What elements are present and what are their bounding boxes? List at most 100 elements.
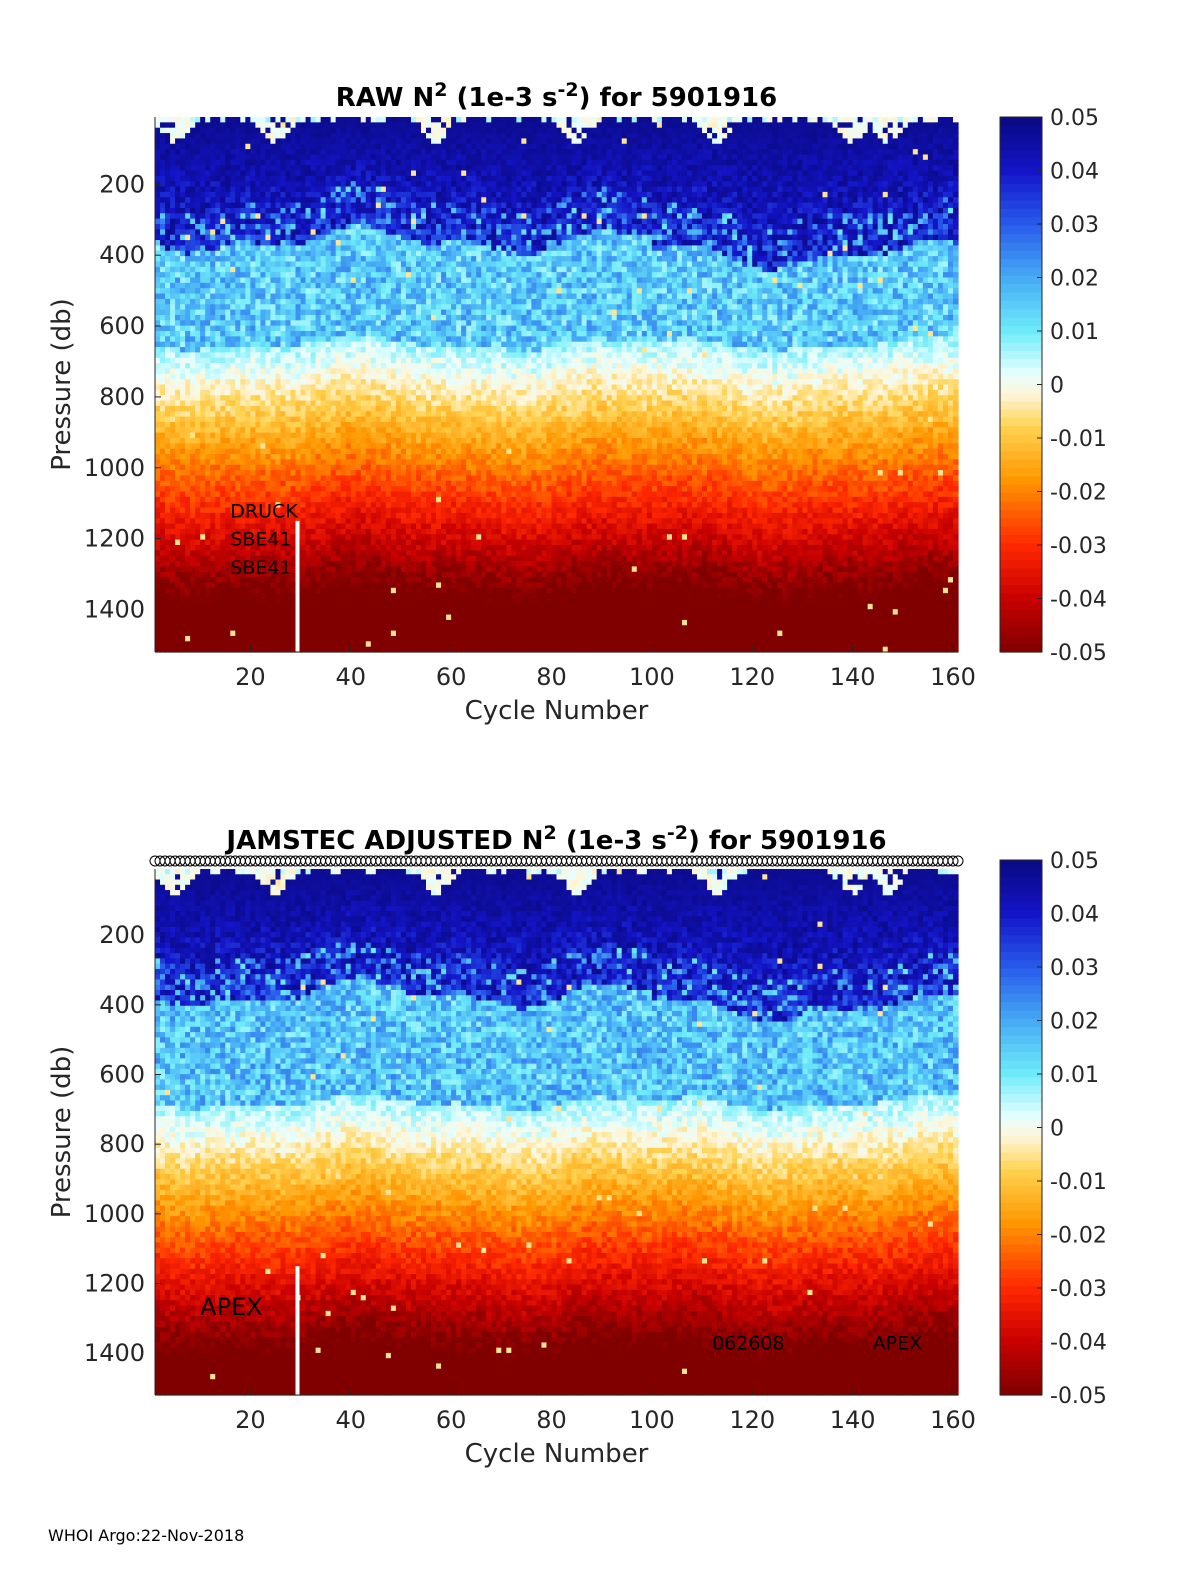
colorbar-swatch: [1000, 626, 1042, 636]
colorbar-swatch: [1000, 1319, 1042, 1329]
colorbar-tick-label: 0.02: [1050, 1010, 1099, 1035]
colorbar-swatch: [1000, 893, 1042, 903]
y-tick-label: 200: [99, 921, 145, 949]
colorbar-swatch: [1000, 1303, 1042, 1313]
colorbar-tick-label: -0.01: [1050, 427, 1107, 452]
colorbar-swatch: [1000, 918, 1042, 928]
colorbar-swatch: [1000, 593, 1042, 603]
colorbar-swatch: [1000, 885, 1042, 895]
colorbar-swatch: [1000, 234, 1042, 243]
colorbar-swatch: [1000, 1102, 1042, 1112]
colorbar-swatch: [1000, 300, 1042, 310]
data-gap: [295, 520, 300, 652]
colorbar-swatch: [1000, 543, 1042, 553]
colorbar-swatch: [1000, 1277, 1042, 1287]
colorbar-swatch: [1000, 1353, 1042, 1363]
colorbar-swatch: [1000, 401, 1042, 411]
colorbar-swatch: [1000, 1127, 1042, 1137]
x-tick-label: 60: [436, 663, 467, 691]
colorbar-swatch: [1000, 1244, 1042, 1254]
colorbar-swatch: [1000, 926, 1042, 936]
x-tick-label: 160: [930, 1406, 976, 1434]
colorbar-swatch: [1000, 392, 1042, 402]
colorbar-tick-label: 0.05: [1050, 849, 1099, 874]
colorbar-swatch: [1000, 868, 1042, 878]
colorbar-swatch: [1000, 334, 1042, 344]
y-tick-label: 1400: [84, 1339, 145, 1367]
colorbar-swatch: [1000, 1144, 1042, 1154]
colorbar-swatch: [1000, 417, 1042, 427]
colorbar-swatch: [1000, 1152, 1042, 1162]
colorbar-swatch: [1000, 1094, 1042, 1104]
x-tick-label: 120: [729, 1406, 775, 1434]
x-tick-label: 160: [930, 663, 976, 691]
colorbar-swatch: [1000, 342, 1042, 352]
colorbar-swatch: [1000, 551, 1042, 561]
colorbar-swatch: [1000, 493, 1042, 503]
colorbar-tick-label: 0.02: [1050, 267, 1099, 292]
colorbar-swatch: [1000, 1194, 1042, 1204]
colorbar-tick-label: 0.05: [1050, 106, 1099, 131]
colorbar-swatch: [1000, 125, 1042, 135]
colorbar-swatch: [1000, 150, 1042, 160]
colorbar-swatch: [1000, 985, 1042, 995]
heatmap-cells: [155, 869, 959, 1396]
colorbar-swatch: [1000, 175, 1042, 185]
y-tick-label: 1200: [84, 525, 145, 553]
colorbar-swatch: [1000, 476, 1042, 486]
colorbar-swatch: [1000, 275, 1042, 285]
colorbar-swatch: [1000, 1177, 1042, 1187]
colorbar-swatch: [1000, 225, 1042, 235]
colorbar-swatch: [1000, 1286, 1042, 1296]
colorbar-swatch: [1000, 1169, 1042, 1179]
colorbar-swatch: [1000, 1110, 1042, 1120]
y-tick-label: 1200: [84, 1270, 145, 1298]
colorbar-swatch: [1000, 993, 1042, 1003]
colorbar-swatch: [1000, 960, 1042, 970]
colorbar-tick-label: -0.03: [1050, 534, 1107, 559]
colorbar-swatch: [1000, 409, 1042, 419]
y-axis-label: Pressure (db): [47, 1046, 77, 1219]
colorbar-swatch: [1000, 468, 1042, 478]
colorbar-swatch: [1000, 208, 1042, 218]
x-tick-label: 100: [629, 663, 675, 691]
y-tick-label: 600: [99, 1061, 145, 1089]
colorbar: 0.05 0.04 0.03 0.02 0.01 0 -0.01 -0.02 -0.03 -0.0…: [999, 849, 1107, 1409]
x-axis-label: Cycle Number: [465, 1439, 649, 1469]
annotation: 062608: [712, 1333, 785, 1355]
colorbar-swatch: [1000, 610, 1042, 620]
annotation: SBE41: [230, 529, 291, 551]
colorbar-swatch: [1000, 259, 1042, 269]
colorbar-swatch: [1000, 167, 1042, 177]
colorbar-swatch: [1000, 1077, 1042, 1087]
colorbar-swatch: [1000, 901, 1042, 911]
chart-title: JAMSTEC ADJUSTED N2 (1e-3 s-2) for 59019…: [224, 822, 886, 856]
colorbar-swatch: [1000, 501, 1042, 511]
x-tick-label: 20: [235, 1406, 266, 1434]
colorbar-swatch: [1000, 1219, 1042, 1229]
colorbar-swatch: [1000, 1186, 1042, 1195]
colorbar-swatch: [1000, 951, 1042, 961]
colorbar-swatch: [1000, 142, 1042, 152]
colorbar-tick-label: -0.02: [1050, 481, 1107, 506]
profile-marker: [947, 855, 959, 867]
x-tick-label: 120: [729, 663, 775, 691]
colorbar-swatch: [1000, 217, 1042, 227]
colorbar-swatch: [1000, 860, 1042, 869]
colorbar: 0.05 0.04 0.03 0.02 0.01 0 -0.01 -0.02 -0.03 -0.0…: [999, 106, 1107, 666]
colorbar-tick-label: 0: [1050, 374, 1064, 399]
colorbar-swatch: [1000, 459, 1042, 469]
heatmap-cells: [155, 117, 959, 653]
colorbar-swatch: [1000, 1261, 1042, 1271]
colorbar-swatch: [1000, 1386, 1042, 1396]
chart-title: RAW N2 (1e-3 s-2) for 5901916: [336, 79, 778, 113]
footer-credit: WHOI Argo:22-Nov-2018: [48, 1526, 244, 1545]
colorbar-swatch: [1000, 1018, 1042, 1028]
profile-markers: [149, 855, 964, 867]
x-tick-label: 40: [335, 1406, 366, 1434]
colorbar-swatch: [1000, 292, 1042, 302]
colorbar-swatch: [1000, 133, 1042, 143]
colorbar-swatch: [1000, 1010, 1042, 1020]
colorbar-swatch: [1000, 309, 1042, 319]
